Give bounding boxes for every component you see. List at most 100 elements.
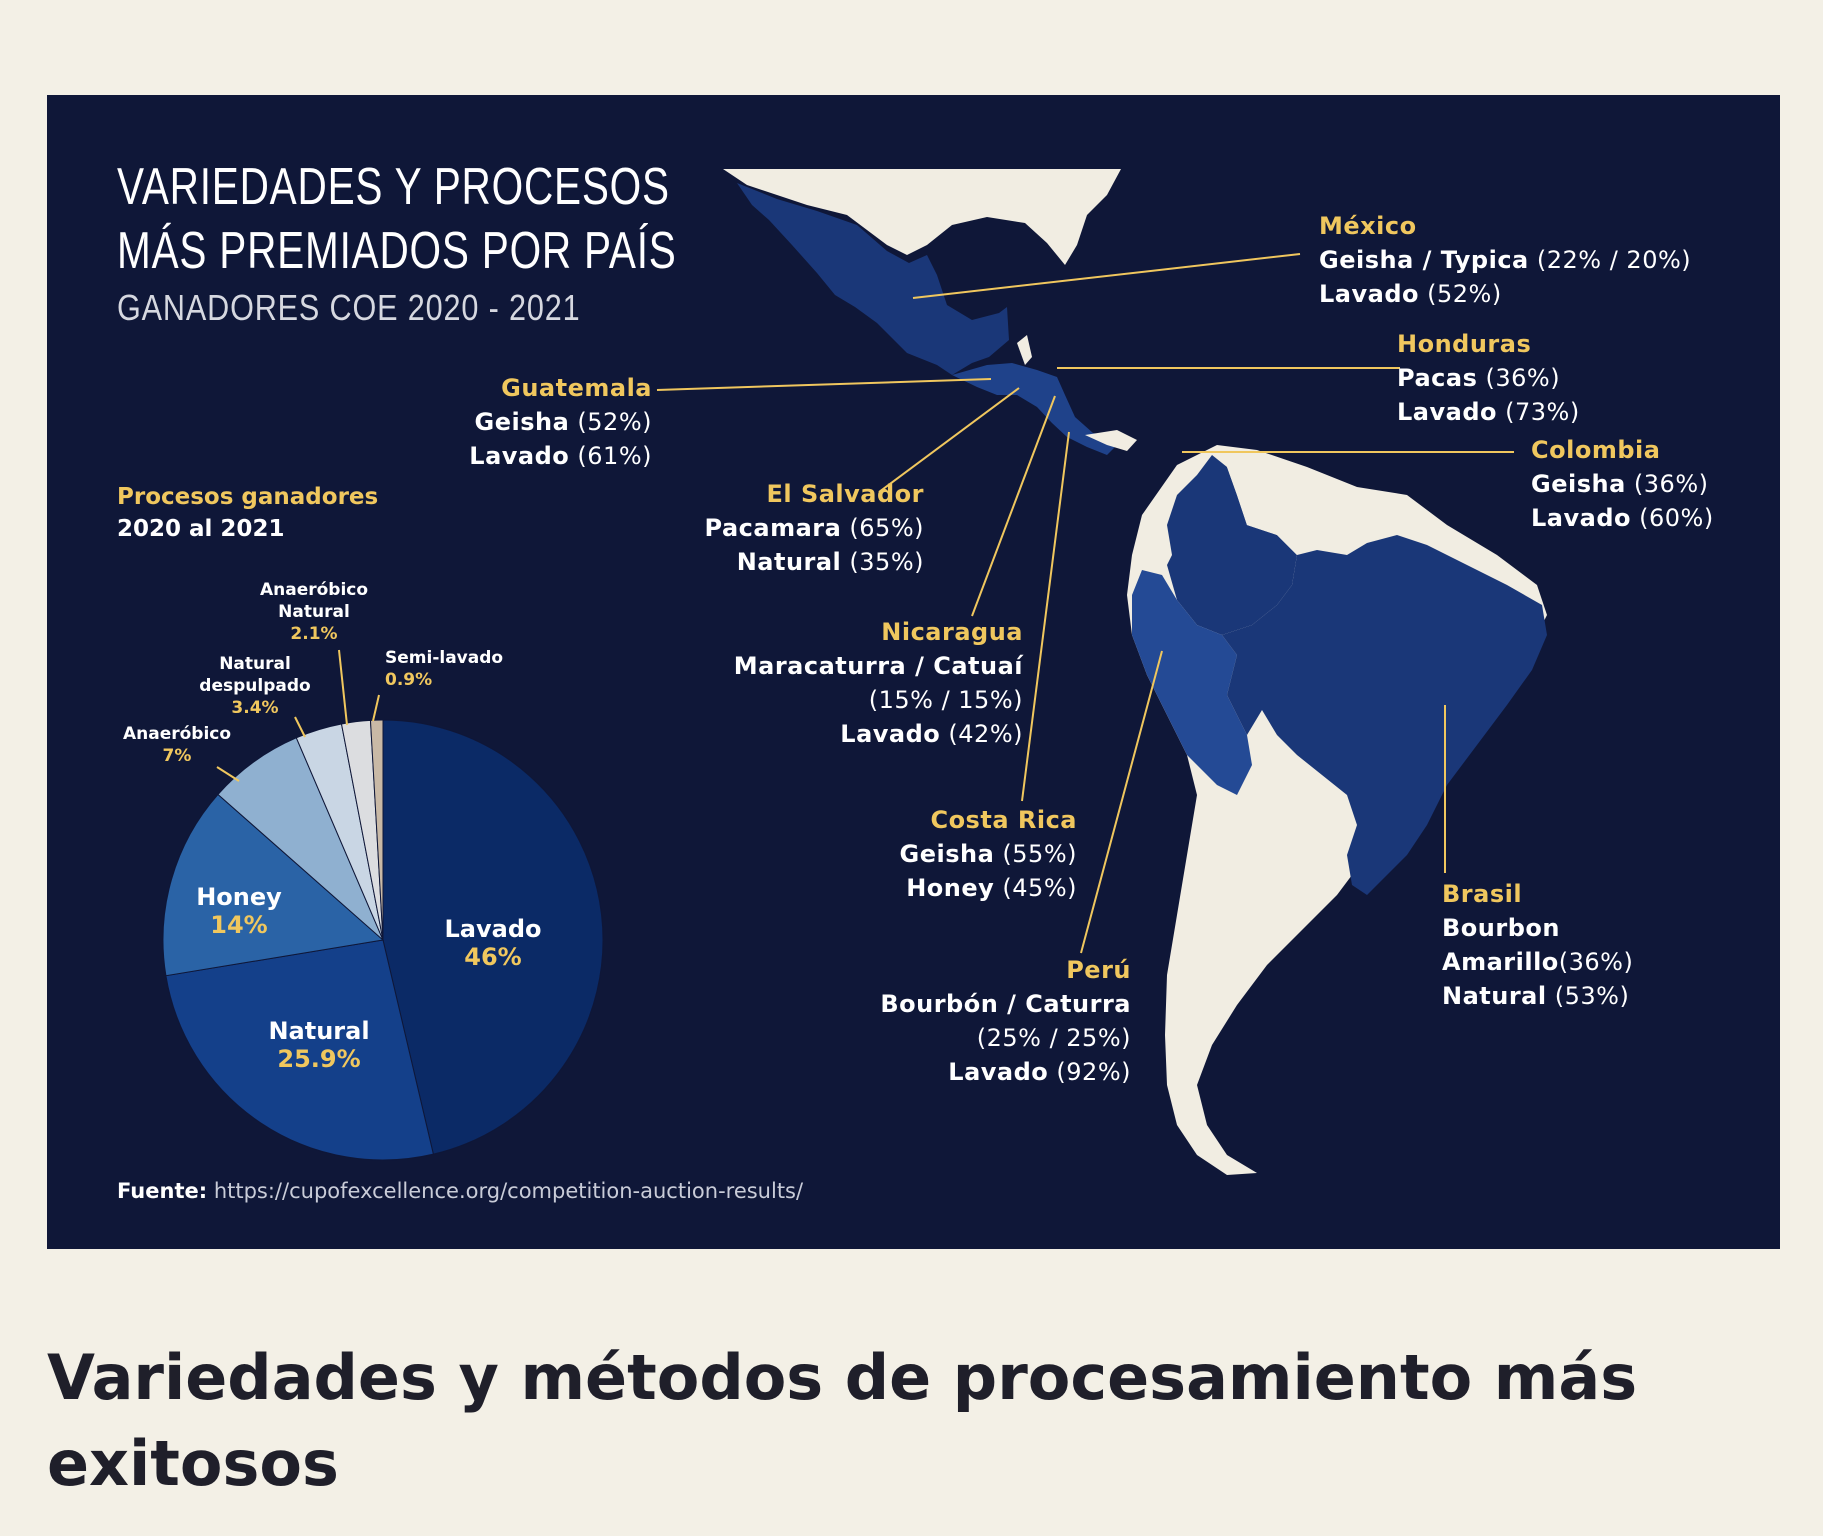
page-heading: Variedades y métodos de procesamiento má… <box>47 1341 1638 1500</box>
country-colombia-process: Lavado <box>1531 504 1631 532</box>
pie-label-anaerobico-value: 7% <box>162 746 192 766</box>
country-nicaragua-variety-pct: (15% / 15%) <box>868 686 1023 714</box>
country-colombia: Colombia Geisha (36%) Lavado (60%) <box>1531 433 1714 535</box>
venezuela-landmass <box>1227 450 1407 555</box>
pie-label-lavado-name: Lavado <box>444 915 542 943</box>
pie-label-semi-lavado-name: Semi-lavado <box>385 648 504 668</box>
country-mexico-variety: Geisha / Typica <box>1319 246 1529 274</box>
country-nicaragua-variety: Maracaturra / Catuaí <box>733 652 1023 680</box>
pie-label-natural-despulpado-line1: Natural <box>219 654 291 674</box>
title-line-2: MÁS PREMIADOS POR PAÍS <box>117 222 677 280</box>
country-brasil-name: Brasil <box>1442 880 1523 908</box>
country-honduras-name: Honduras <box>1397 330 1532 358</box>
pie-label-natural-value: 25.9% <box>277 1045 361 1073</box>
country-brasil-process-pct: (53%) <box>1546 982 1630 1010</box>
country-brasil-variety-2: Amarillo <box>1442 948 1559 976</box>
pie-leader-anaerobico <box>216 766 240 782</box>
ecuador-landmass <box>1142 525 1172 575</box>
pie-slice-honey <box>162 793 385 977</box>
pie-label-semi-lavado: Semi-lavado 0.9% <box>385 647 503 691</box>
usa-landmass <box>723 169 1121 265</box>
country-mexico-process-pct: (52%) <box>1419 280 1502 308</box>
country-nicaragua-process: Lavado <box>840 720 941 748</box>
country-honduras-variety-pct: (36%) <box>1477 364 1561 392</box>
pie-label-semi-lavado-value: 0.9% <box>385 670 433 690</box>
country-honduras-variety: Pacas <box>1397 364 1478 392</box>
country-peru-variety-pct: (25% / 25%) <box>976 1024 1131 1052</box>
leader-peru <box>1080 650 1163 954</box>
infographic-title: VARIEDADES Y PROCESOS MÁS PREMIADOS POR … <box>117 155 677 283</box>
pie-label-natural: Natural 25.9% <box>268 1017 369 1073</box>
country-el-salvador-name: El Salvador <box>766 480 924 508</box>
country-colombia-process-pct: (60%) <box>1631 504 1714 532</box>
pie-label-anaerobico-natural: Anaeróbico Natural 2.1% <box>260 579 368 645</box>
processes-heading-line1: Procesos ganadores <box>117 484 379 510</box>
country-mexico-name: México <box>1319 212 1417 240</box>
country-el-salvador-process-pct: (35%) <box>841 548 924 576</box>
source-label: Fuente: <box>117 1179 208 1203</box>
pie-label-natural-despulpado: Natural despulpado 3.4% <box>199 653 310 719</box>
processes-heading-line2: 2020 al 2021 <box>117 516 285 542</box>
brasil-landmass <box>1222 535 1547 895</box>
country-brasil-variety: Bourbon <box>1442 914 1560 942</box>
country-el-salvador-process: Natural <box>736 548 842 576</box>
country-guatemala-process-pct: (61%) <box>569 442 652 470</box>
processes-pie-chart <box>162 649 604 1161</box>
country-costa-rica-variety: Geisha <box>899 840 995 868</box>
cuba-landmass <box>1017 335 1032 365</box>
pie-label-natural-name: Natural <box>268 1017 370 1045</box>
infographic-subtitle: GANADORES COE 2020 - 2021 <box>117 287 581 328</box>
pie-label-honey-name: Honey <box>196 883 282 911</box>
country-guatemala-variety: Geisha <box>474 408 570 436</box>
country-mexico-process: Lavado <box>1319 280 1419 308</box>
leader-guatemala <box>656 378 992 391</box>
leader-nicaragua <box>971 395 1056 617</box>
pie-label-honey: Honey 14% <box>196 883 282 939</box>
pie-label-natural-despulpado-value: 3.4% <box>231 698 279 718</box>
pie-label-lavado: Lavado 46% <box>445 915 542 971</box>
country-guatemala-process: Lavado <box>469 442 570 470</box>
pie-label-natural-despulpado-line2: despulpado <box>199 676 311 696</box>
pie-slice-semi-lavado <box>369 719 384 941</box>
country-peru: Perú Bourbón / Caturra (25% / 25%) Lavad… <box>880 953 1131 1089</box>
country-guatemala-variety-pct: (52%) <box>569 408 652 436</box>
country-el-salvador-variety: Pacamara <box>704 514 842 542</box>
pie-label-lavado-value: 46% <box>464 943 522 971</box>
country-peru-process: Lavado <box>948 1058 1049 1086</box>
country-nicaragua: Nicaragua Maracaturra / Catuaí (15% / 15… <box>734 615 1023 751</box>
country-nicaragua-name: Nicaragua <box>881 618 1023 646</box>
pie-label-anaerobico: Anaeróbico 7% <box>123 723 231 767</box>
panama-landmass <box>1085 430 1137 451</box>
country-honduras-process: Lavado <box>1397 398 1497 426</box>
pie-leader-natural-despulpado <box>294 716 306 738</box>
country-brasil-process: Natural <box>1442 982 1547 1010</box>
country-brasil-variety-pct: (36%) <box>1558 948 1634 976</box>
mexico-landmass <box>737 183 1009 375</box>
country-guatemala-name: Guatemala <box>501 374 652 402</box>
country-colombia-variety: Geisha <box>1531 470 1626 498</box>
processes-heading: Procesos ganadores 2020 al 2021 <box>117 481 378 545</box>
country-costa-rica-process-pct: (45%) <box>994 874 1077 902</box>
central-america <box>952 363 1117 455</box>
country-costa-rica-process: Honey <box>906 874 995 902</box>
country-mexico-variety-pct: (22% / 20%) <box>1528 246 1692 274</box>
country-nicaragua-process-pct: (42%) <box>940 720 1023 748</box>
infographic: VARIEDADES Y PROCESOS MÁS PREMIADOS POR … <box>47 95 1780 1249</box>
country-peru-variety: Bourbón / Caturra <box>880 990 1131 1018</box>
pie-leader-anaerobico-natural <box>338 649 348 726</box>
country-costa-rica-variety-pct: (55%) <box>994 840 1077 868</box>
peru-landmass <box>1132 570 1252 795</box>
country-costa-rica: Costa Rica Geisha (55%) Honey (45%) <box>900 803 1077 905</box>
pie-slice-natural <box>165 939 434 1161</box>
source-url: https://cupofexcellence.org/competition-… <box>213 1179 804 1203</box>
leader-mexico <box>912 253 1301 299</box>
colombia-landmass <box>1167 455 1297 635</box>
pie-label-anaerobico-natural-line1: Anaeróbico <box>259 580 369 600</box>
country-el-salvador-variety-pct: (65%) <box>841 514 924 542</box>
country-colombia-variety-pct: (36%) <box>1625 470 1709 498</box>
country-peru-name: Perú <box>1066 956 1131 984</box>
country-guatemala: Guatemala Geisha (52%) Lavado (61%) <box>469 371 652 473</box>
country-costa-rica-name: Costa Rica <box>930 806 1077 834</box>
country-brasil: Brasil Bourbon Amarillo(36%) Natural (53… <box>1442 877 1633 1013</box>
pie-label-honey-value: 14% <box>210 911 268 939</box>
